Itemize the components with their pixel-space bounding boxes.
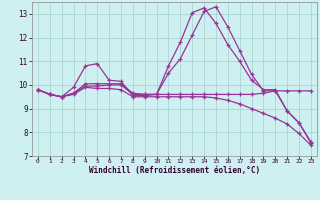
X-axis label: Windchill (Refroidissement éolien,°C): Windchill (Refroidissement éolien,°C) [89,166,260,175]
